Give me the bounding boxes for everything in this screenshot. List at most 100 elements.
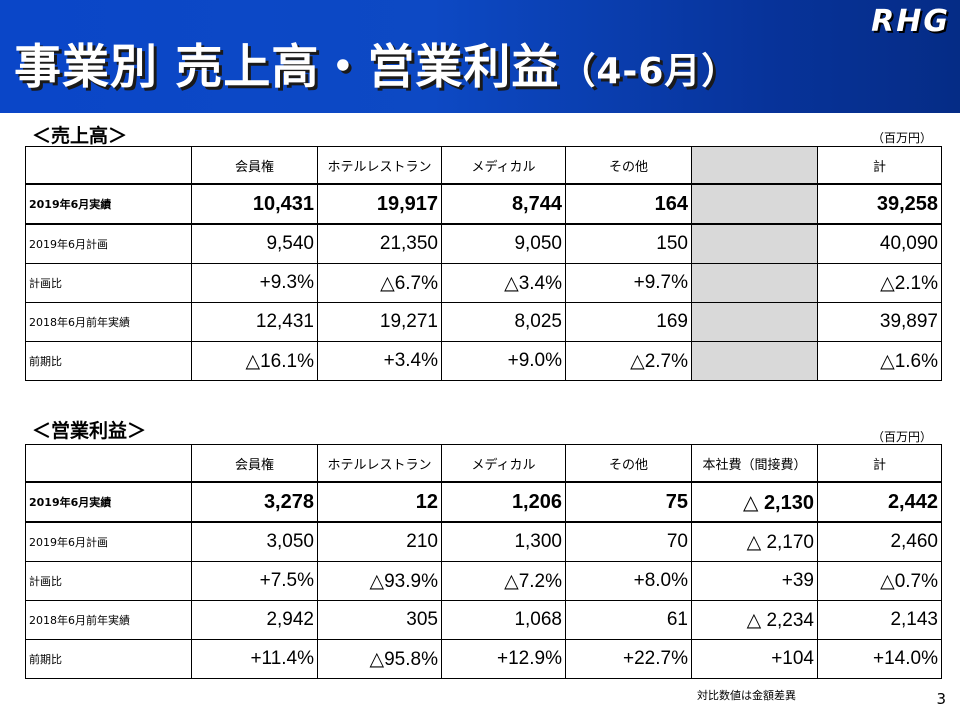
table-row: 2019年6月計画 3,050 210 1,300 70 △ 2,170 2,4…: [25, 521, 942, 562]
sales-unit-label: （百万円）: [872, 131, 933, 145]
table-cell: +9.7%: [565, 263, 692, 303]
table-cell: 70: [565, 521, 692, 562]
table-cell: 12: [317, 481, 442, 523]
table-cell: +11.4%: [191, 639, 318, 679]
profit-unit-label: （百万円）: [872, 430, 933, 444]
table-cell: 1,068: [441, 600, 566, 640]
table-cell: 1,300: [441, 521, 566, 562]
row-label: 2018年6月前年実績: [25, 600, 192, 640]
profit-header-hq-cost: 本社費（間接費）: [691, 444, 818, 483]
table-cell: 164: [565, 183, 692, 225]
table-cell: 2,460: [817, 521, 942, 562]
table-row: 2019年6月実績 3,278 12 1,206 75 △ 2,130 2,44…: [25, 481, 942, 523]
sales-header-medical: メディカル: [441, 146, 566, 185]
page-title-main: 事業別 売上高・営業利益: [14, 40, 560, 95]
profit-header-row: 会員権 ホテルレストラン メディカル その他 本社費（間接費） 計: [25, 444, 942, 483]
table-cell: △16.1%: [191, 341, 318, 381]
table-row: 2019年6月実績 10,431 19,917 8,744 164 39,258: [25, 183, 942, 225]
table-cell-shaded: [691, 341, 818, 381]
table-cell: +3.4%: [317, 341, 442, 381]
page-title-suffix: （4-6月）: [559, 51, 739, 92]
table-cell: 2,143: [817, 600, 942, 640]
table-cell: 2,942: [191, 600, 318, 640]
table-cell: 19,917: [317, 183, 442, 225]
sales-header-row: 会員権 ホテルレストラン メディカル その他 計: [25, 146, 942, 185]
table-cell-shaded: [691, 183, 818, 225]
table-cell: +14.0%: [817, 639, 942, 679]
table-cell: +12.9%: [441, 639, 566, 679]
table-row: 計画比 +7.5% △93.9% △7.2% +8.0% +39 △0.7%: [25, 561, 942, 601]
table-cell: 19,271: [317, 302, 442, 342]
sales-header-hotel-restaurant: ホテルレストラン: [317, 146, 442, 185]
sales-header-other: その他: [565, 146, 692, 185]
table-cell: +39: [691, 561, 818, 601]
table-cell: +8.0%: [565, 561, 692, 601]
table-cell: 9,050: [441, 223, 566, 264]
table-cell: 39,897: [817, 302, 942, 342]
row-label: 計画比: [25, 263, 192, 303]
table-cell: +22.7%: [565, 639, 692, 679]
table-row: 2018年6月前年実績 12,431 19,271 8,025 169 39,8…: [25, 302, 942, 342]
table-row: 前期比 +11.4% △95.8% +12.9% +22.7% +104 +14…: [25, 639, 942, 679]
table-cell: +9.3%: [191, 263, 318, 303]
table-cell: △2.7%: [565, 341, 692, 381]
table-cell: 150: [565, 223, 692, 264]
row-label: 2019年6月計画: [25, 223, 192, 264]
table-cell: +7.5%: [191, 561, 318, 601]
table-cell: △93.9%: [317, 561, 442, 601]
page-title: 事業別 売上高・営業利益（4-6月）: [14, 28, 738, 97]
table-cell: 12,431: [191, 302, 318, 342]
table-cell: 39,258: [817, 183, 942, 225]
table-row: 2018年6月前年実績 2,942 305 1,068 61 △ 2,234 2…: [25, 600, 942, 640]
table-cell: 40,090: [817, 223, 942, 264]
row-label: 計画比: [25, 561, 192, 601]
sales-header-shaded: [691, 146, 818, 185]
row-label: 前期比: [25, 639, 192, 679]
table-cell: △7.2%: [441, 561, 566, 601]
page-number: 3: [936, 690, 946, 708]
table-cell: 3,278: [191, 481, 318, 523]
company-logo: RHG: [871, 4, 950, 39]
sales-table: 会員権 ホテルレストラン メディカル その他 計 2019年6月実績 10,43…: [25, 146, 942, 381]
table-cell: 1,206: [441, 481, 566, 523]
table-cell: 305: [317, 600, 442, 640]
table-cell: △1.6%: [817, 341, 942, 381]
sales-section-label: ＜売上高＞: [32, 125, 128, 147]
table-cell: △2.1%: [817, 263, 942, 303]
profit-table: 会員権 ホテルレストラン メディカル その他 本社費（間接費） 計 2019年6…: [25, 444, 942, 679]
table-cell: 9,540: [191, 223, 318, 264]
sales-header-total: 計: [817, 146, 942, 185]
table-cell: 61: [565, 600, 692, 640]
profit-header-blank: [25, 444, 192, 483]
profit-header-membership: 会員権: [191, 444, 318, 483]
table-cell: 2,442: [817, 481, 942, 523]
table-cell-shaded: [691, 263, 818, 303]
table-cell: △ 2,170: [691, 521, 818, 562]
table-cell: △3.4%: [441, 263, 566, 303]
row-label: 2019年6月実績: [25, 481, 192, 523]
sales-header-membership: 会員権: [191, 146, 318, 185]
table-row: 前期比 △16.1% +3.4% +9.0% △2.7% △1.6%: [25, 341, 942, 381]
title-banner: [0, 0, 960, 113]
table-cell: △95.8%: [317, 639, 442, 679]
row-label: 2019年6月実績: [25, 183, 192, 225]
sales-header-blank: [25, 146, 192, 185]
profit-section-label: ＜営業利益＞: [32, 420, 147, 442]
table-cell-shaded: [691, 302, 818, 342]
table-cell-shaded: [691, 223, 818, 264]
table-cell: 10,431: [191, 183, 318, 225]
row-label: 前期比: [25, 341, 192, 381]
table-row: 2019年6月計画 9,540 21,350 9,050 150 40,090: [25, 223, 942, 264]
table-cell: 3,050: [191, 521, 318, 562]
table-cell: +104: [691, 639, 818, 679]
profit-header-hotel-restaurant: ホテルレストラン: [317, 444, 442, 483]
table-cell: 169: [565, 302, 692, 342]
row-label: 2018年6月前年実績: [25, 302, 192, 342]
table-cell: △6.7%: [317, 263, 442, 303]
table-cell: 21,350: [317, 223, 442, 264]
profit-header-other: その他: [565, 444, 692, 483]
profit-header-medical: メディカル: [441, 444, 566, 483]
table-cell: 75: [565, 481, 692, 523]
table-cell: △ 2,234: [691, 600, 818, 640]
table-cell: 210: [317, 521, 442, 562]
